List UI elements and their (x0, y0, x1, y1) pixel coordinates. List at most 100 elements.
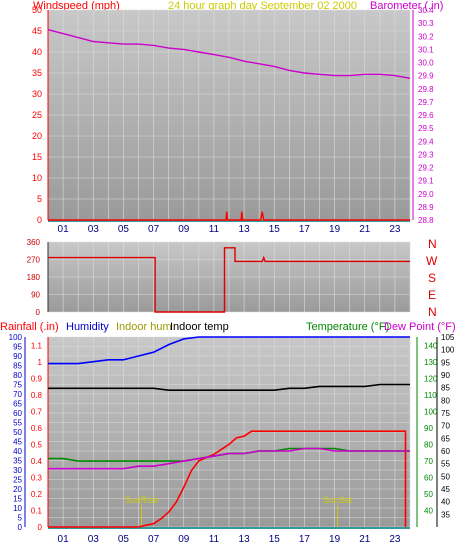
windspeed-tick-label: 35 (32, 68, 42, 78)
humidity-tick-label: 5 (18, 514, 23, 523)
direction-tick-label: 0 (36, 308, 41, 317)
windspeed-tick-label: 45 (32, 26, 42, 36)
humidity-tick-label: 55 (13, 419, 22, 428)
temperature-tick-label: 40 (441, 498, 450, 507)
indoor-temp-tick-label: 120 (424, 374, 438, 383)
legend-temperature: Temperature (°F) (306, 321, 389, 333)
temperature-tick-label: 65 (441, 434, 450, 443)
hour-tick-label: 15 (269, 534, 281, 545)
indoor-temp-tick-label: 130 (424, 358, 438, 367)
indoor-temp-tick-label: 60 (424, 473, 433, 482)
humidity-tick-label: 30 (13, 466, 22, 475)
hour-tick-label: 17 (299, 534, 311, 545)
windspeed-tick-label: 25 (32, 110, 42, 120)
indoor-temp-tick-label: 40 (424, 506, 433, 515)
temperature-tick-label: 95 (441, 358, 450, 367)
barometer-tick-label: 29.9 (418, 72, 434, 81)
barometer-tick-label: 29.1 (418, 177, 434, 186)
windspeed-tick-label: 40 (32, 47, 42, 57)
barometer-tick-label: 29.2 (418, 164, 434, 173)
humidity-tick-label: 65 (13, 400, 22, 409)
temperature-tick-label: 70 (441, 422, 450, 431)
humidity-tick-label: 50 (13, 428, 22, 437)
windspeed-tick-label: 15 (32, 152, 42, 162)
temperature-tick-label: 75 (441, 409, 450, 418)
temperature-tick-label: 105 (441, 333, 455, 342)
hour-tick-label: 11 (209, 224, 220, 235)
humidity-tick-label: 100 (9, 333, 23, 342)
humidity-tick-label: 15 (13, 495, 22, 504)
windspeed-tick-label: 30 (32, 89, 42, 99)
hour-tick-label: 09 (178, 224, 190, 235)
humidity-tick-label: 75 (13, 381, 22, 390)
indoor-temp-tick-label: 50 (424, 490, 433, 499)
windspeed-tick-label: 50 (32, 5, 42, 15)
legend-rainfall: Rainfall (.in) (0, 321, 59, 333)
barometer-tick-label: 29.7 (418, 98, 434, 107)
barometer-tick-label: 30.0 (418, 59, 434, 68)
temperature-tick-label: 50 (441, 472, 450, 481)
hour-tick-label: 03 (88, 534, 100, 545)
rainfall-tick-label: 0.2 (31, 490, 43, 499)
hour-tick-label: 23 (389, 224, 401, 235)
legend-indoor-hum: Indoor hum (116, 321, 172, 333)
indoor-temp-tick-label: 80 (424, 440, 433, 449)
rainfall-tick-label: 0.6 (31, 424, 43, 433)
hour-tick-label: 21 (359, 224, 371, 235)
direction-tick-label: 270 (27, 256, 41, 265)
rainfall-tick-label: 1.1 (31, 341, 43, 350)
temperature-tick-label: 55 (441, 460, 450, 469)
humidity-tick-label: 80 (13, 371, 22, 380)
rainfall-tick-label: 0.3 (31, 473, 43, 482)
indoor-temp-tick-label: 110 (424, 391, 437, 400)
temperature-tick-label: 35 (441, 510, 450, 519)
temperature-tick-label: 90 (441, 371, 450, 380)
temperature-tick-label: 60 (441, 447, 450, 456)
humidity-tick-label: 40 (13, 447, 22, 456)
indoor-temp-tick-label: 100 (424, 407, 438, 416)
hour-tick-label: 05 (118, 534, 130, 545)
hour-tick-label: 05 (118, 224, 130, 235)
direction-letter-s: S (428, 271, 436, 285)
hour-tick-label: 15 (269, 224, 281, 235)
humidity-series-line (48, 336, 410, 365)
direction-letter-w: W (426, 254, 438, 268)
humidity-tick-label: 0 (18, 523, 23, 532)
barometer-tick-label: 29.6 (418, 111, 434, 120)
barometer-tick-label: 29.0 (418, 190, 434, 199)
barometer-tick-label: 29.5 (418, 124, 434, 133)
rainfall-tick-label: 0.1 (31, 506, 43, 515)
hour-tick-label: 13 (239, 534, 251, 545)
barometer-tick-label: 29.3 (418, 150, 434, 159)
header-barometer-label: Barometer (.in) (370, 0, 443, 12)
rainfall-tick-label: 0 (38, 523, 43, 532)
hour-tick-label: 01 (58, 224, 70, 235)
temperature-tick-label: 85 (441, 384, 450, 393)
hour-tick-label: 13 (239, 224, 251, 235)
windspeed-series-line (48, 211, 410, 221)
hour-tick-label: 21 (359, 534, 371, 545)
hour-tick-label: 01 (58, 534, 70, 545)
barometer-tick-label: 30.1 (418, 45, 434, 54)
hour-tick-label: 11 (209, 534, 220, 545)
direction-letter-n-bottom: N (428, 305, 437, 319)
humidity-tick-label: 35 (13, 457, 22, 466)
rainfall-tick-label: 0.4 (31, 457, 43, 466)
humidity-tick-label: 60 (13, 409, 22, 418)
indoor-temp-tick-label: 90 (424, 424, 433, 433)
barometer-tick-label: 28.9 (418, 203, 434, 212)
direction-letter-n-top: N (428, 237, 437, 251)
direction-letter-e: E (428, 288, 436, 302)
temperature-tick-label: 80 (441, 396, 450, 405)
sunset-label: SunSet (323, 495, 353, 505)
barometer-tick-label: 30.3 (418, 19, 434, 28)
dew-point-series-line (48, 447, 410, 470)
hour-tick-label: 03 (88, 224, 100, 235)
humidity-tick-label: 10 (13, 504, 22, 513)
rainfall-tick-label: 0.7 (31, 407, 43, 416)
humidity-tick-label: 90 (13, 352, 22, 361)
indoor-temp-tick-label: 70 (424, 457, 433, 466)
hour-tick-label: 09 (178, 534, 190, 545)
barometer-tick-label: 30.2 (418, 32, 434, 41)
indoor-temp-tick-label: 140 (424, 341, 438, 350)
